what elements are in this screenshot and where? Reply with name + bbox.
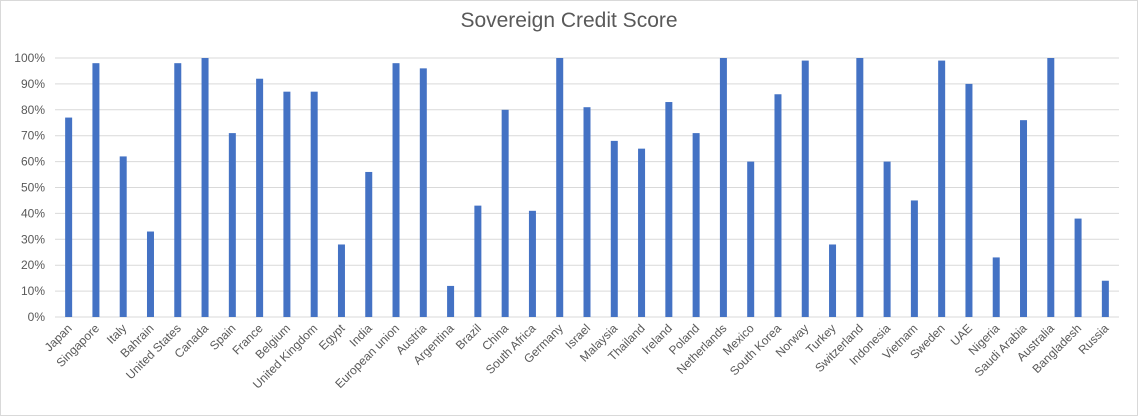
chart-title: Sovereign Credit Score [460, 9, 678, 32]
bar [337, 244, 345, 317]
y-tick-label: 60% [21, 155, 45, 169]
y-tick-label: 50% [21, 181, 45, 195]
bar [965, 83, 973, 318]
bar [1101, 280, 1109, 317]
bar [392, 63, 400, 318]
bar [883, 161, 891, 317]
y-tick-label: 20% [21, 258, 45, 272]
bar [665, 102, 673, 317]
bar [1074, 218, 1082, 317]
bar [65, 117, 73, 317]
bar [310, 91, 318, 317]
bar [583, 107, 591, 318]
bar [638, 148, 646, 317]
x-tick-label: Brazil [453, 321, 484, 352]
bar [1047, 58, 1055, 317]
y-tick-label: 0% [28, 310, 46, 324]
bar [365, 171, 373, 317]
bar [283, 91, 291, 317]
bar [856, 58, 864, 317]
bar [556, 58, 564, 317]
y-tick-label: 90% [21, 77, 45, 91]
y-tick-label: 40% [21, 206, 45, 220]
bar [938, 60, 946, 318]
x-tick-label: Russia [1076, 321, 1112, 357]
bar [610, 140, 618, 317]
bar [747, 161, 755, 317]
bar [829, 244, 837, 317]
bar [528, 210, 536, 317]
y-tick-label: 70% [21, 129, 45, 143]
y-tick-label: 100% [14, 51, 45, 65]
y-tick-label: 30% [21, 232, 45, 246]
bar [910, 200, 918, 317]
bar [228, 133, 236, 317]
bar [447, 285, 455, 317]
bar [801, 60, 809, 318]
y-tick-label: 10% [21, 284, 45, 298]
bar [256, 78, 264, 317]
bar [201, 58, 209, 317]
bar [501, 109, 509, 317]
bars [65, 58, 1109, 318]
bar [419, 68, 427, 317]
bar [474, 205, 482, 317]
y-tick-label: 80% [21, 103, 45, 117]
x-tick-label: Egypt [316, 321, 348, 353]
bar [146, 231, 154, 317]
bar [692, 133, 700, 317]
bar [174, 63, 182, 318]
bar [92, 63, 100, 318]
bar [1020, 120, 1028, 317]
bar [774, 94, 782, 317]
bar [992, 257, 1000, 317]
y-axis-labels: 0% 10% 20% 30% 40% 50% 60% 70% 80% 90% 100% [14, 51, 45, 324]
bar [719, 58, 727, 317]
bar [119, 156, 127, 317]
